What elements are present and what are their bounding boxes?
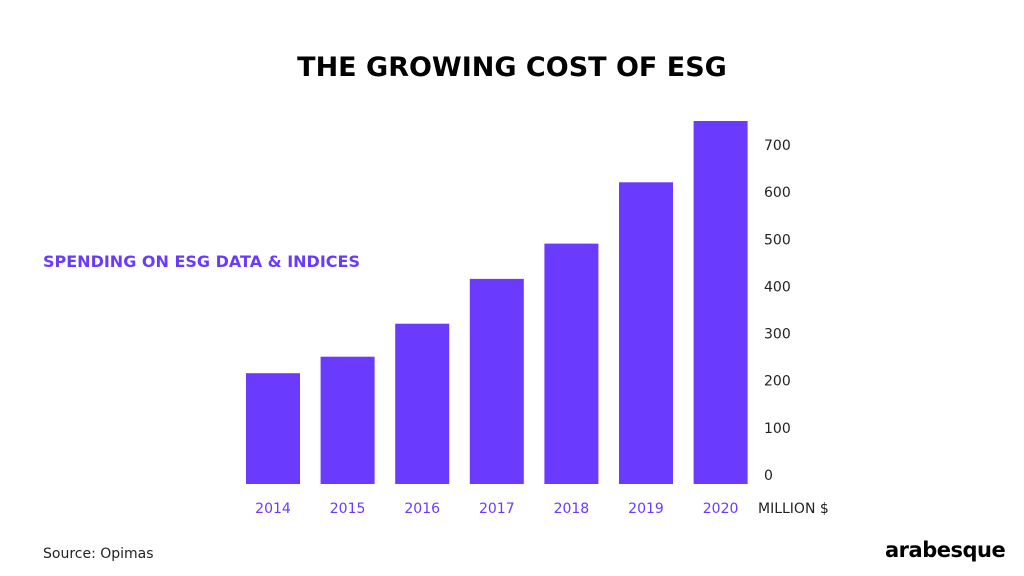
y-tick-label-0: 0 bbox=[764, 468, 773, 484]
x-tick-label-2017: 2017 bbox=[479, 501, 515, 517]
y-tick-label-200: 200 bbox=[764, 374, 791, 390]
x-tick-label-2015: 2015 bbox=[330, 501, 366, 517]
source-note: Source: Opimas bbox=[43, 546, 154, 562]
brand-logo: arabesque bbox=[885, 538, 1006, 562]
bar-2016 bbox=[395, 323, 450, 484]
y-tick-label-300: 300 bbox=[764, 327, 791, 343]
y-tick-label-600: 600 bbox=[764, 185, 791, 201]
y-tick-label-100: 100 bbox=[764, 421, 791, 437]
y-tick-label-400: 400 bbox=[764, 279, 791, 295]
x-tick-label-2018: 2018 bbox=[554, 501, 590, 517]
x-tick-label-2014: 2014 bbox=[255, 501, 291, 517]
bar-2015 bbox=[320, 356, 375, 484]
bar-2019 bbox=[619, 182, 673, 485]
bar-2014 bbox=[246, 373, 300, 484]
bar-2018 bbox=[544, 243, 599, 484]
chart-subtitle: SPENDING ON ESG DATA & INDICES bbox=[43, 252, 360, 271]
x-tick-label-2020: 2020 bbox=[703, 501, 739, 517]
chart-title: THE GROWING COST OF ESG bbox=[297, 52, 727, 83]
y-tick-label-500: 500 bbox=[764, 232, 791, 248]
x-tick-label-2019: 2019 bbox=[628, 501, 664, 517]
x-tick-label-2016: 2016 bbox=[404, 501, 440, 517]
y-tick-label-700: 700 bbox=[764, 138, 791, 154]
bar-2020 bbox=[693, 121, 748, 484]
bar-2017 bbox=[469, 278, 524, 484]
y-axis-unit-label: MILLION $ bbox=[758, 501, 829, 517]
